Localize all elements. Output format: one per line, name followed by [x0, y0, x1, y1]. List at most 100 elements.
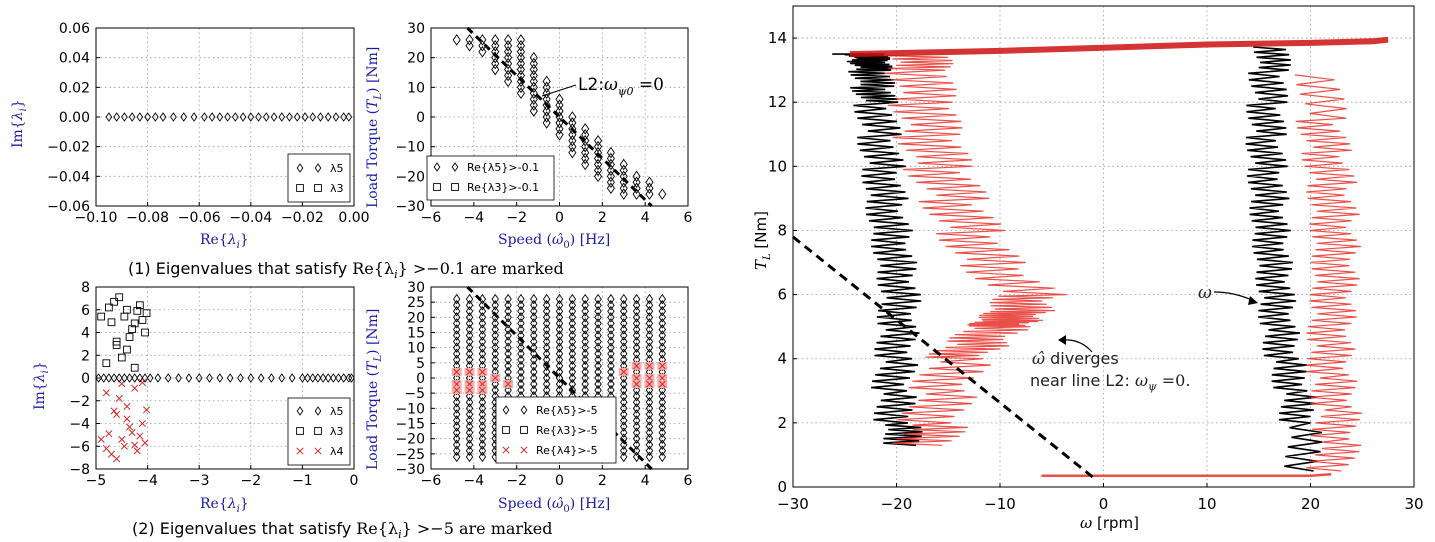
legend-marker-square: [451, 183, 459, 191]
xtick-label: 0: [555, 473, 564, 489]
point-diamond: [478, 415, 487, 426]
point-diamond: [453, 396, 461, 408]
point-diamond: [516, 45, 525, 58]
ytick-label: 6: [777, 286, 787, 304]
point-diamond: [555, 330, 564, 341]
point-diamond: [478, 45, 487, 58]
point-diamond: [658, 293, 666, 305]
point-diamond: [319, 373, 327, 383]
point-diamond: [324, 373, 332, 383]
annotation-omega-text: ω: [1198, 283, 1212, 303]
annotation-diverges: ω̂ diverges near line L2: ωψ =0.: [1030, 335, 1190, 393]
caption-2: (2) Eigenvalues that satisfy Re{λi} >−5 …: [132, 519, 552, 541]
point-diamond: [594, 354, 602, 366]
point-diamond: [340, 373, 348, 383]
point-diamond: [517, 293, 525, 305]
point-x: [115, 394, 123, 403]
point-diamond: [159, 112, 167, 122]
point-x: [131, 441, 139, 449]
point-diamond: [594, 146, 603, 159]
xtick-label: −4: [137, 473, 158, 489]
point-diamond: [136, 373, 144, 383]
point-diamond: [491, 318, 499, 329]
legend-marker-diamond: [314, 163, 322, 173]
point-square: [125, 333, 134, 341]
ytick-label: 14: [768, 29, 787, 47]
annotation-L2: L2:ωψ0 =0: [541, 75, 664, 98]
legend-marker-square: [433, 183, 441, 191]
ytick-label: −0.04: [47, 169, 90, 185]
point-diamond: [607, 312, 615, 323]
point-x: [123, 415, 131, 423]
point-diamond: [453, 390, 461, 402]
legend-p2: Re{λ5}>-0.1 Re{λ3}>-0.1: [426, 155, 555, 201]
point-diamond: [568, 366, 577, 378]
point-diamond: [453, 318, 461, 329]
point-diamond: [542, 348, 551, 360]
point-diamond: [607, 318, 615, 329]
point-diamond: [581, 354, 589, 366]
point-diamond: [478, 312, 487, 323]
point-diamond: [568, 299, 577, 311]
point-diamond: [478, 324, 487, 335]
point-diamond: [340, 112, 348, 122]
point-diamond: [504, 312, 512, 323]
plot-p3: −5 −4 −3 −2 −1 0 −8 −6 −4 −2 0 2 4 6 8 λ5 λ3 λ4 Re{λi} I…: [32, 280, 358, 515]
point-diamond: [478, 439, 487, 451]
legend-p3: λ5 λ3 λ4: [287, 397, 351, 466]
point-diamond: [581, 336, 589, 347]
xtick-label: −5: [86, 473, 107, 489]
point-diamond: [465, 40, 474, 52]
legend-marker-square: [314, 427, 322, 435]
ylabel-p4: Load Torque (TL) [Nm]: [365, 309, 384, 470]
point-diamond: [231, 112, 239, 122]
point-diamond: [555, 342, 564, 353]
trace-2: [884, 55, 1067, 446]
point-diamond: [529, 51, 538, 64]
point-diamond: [491, 324, 499, 335]
xtick-label: −10: [984, 495, 1016, 513]
point-diamond: [632, 409, 641, 420]
legend-marker-square: [296, 184, 304, 192]
point-diamond: [645, 403, 654, 414]
point-diamond: [632, 421, 641, 432]
point-diamond: [555, 360, 564, 372]
point-diamond: [453, 403, 461, 414]
point-diamond: [607, 360, 615, 372]
point-diamond: [632, 293, 641, 305]
point-diamond: [478, 445, 487, 457]
point-diamond: [568, 123, 577, 135]
point-diamond: [530, 378, 538, 390]
ytick-label: 0: [416, 110, 425, 126]
point-diamond: [517, 348, 525, 360]
legend-marker-x: [520, 446, 528, 454]
point-diamond: [568, 318, 577, 329]
legend-label: λ3: [330, 425, 344, 438]
point-diamond: [645, 433, 654, 444]
point-diamond: [620, 415, 628, 426]
point-diamond: [542, 342, 551, 353]
point-diamond: [594, 140, 603, 153]
legend-marker-x: [502, 446, 510, 454]
xtick-label: 2: [598, 210, 607, 226]
point-diamond: [619, 188, 628, 200]
point-diamond: [658, 342, 666, 353]
point-diamond: [620, 312, 628, 323]
line-L2-p5: [792, 235, 1095, 479]
point-diamond: [620, 427, 628, 438]
xtick-label: 4: [641, 473, 650, 489]
point-diamond: [504, 336, 512, 347]
point-diamond: [594, 134, 603, 147]
point-diamond: [516, 75, 525, 88]
point-diamond: [478, 305, 487, 317]
point-diamond: [491, 336, 499, 347]
point-diamond: [216, 373, 224, 383]
point-diamond: [529, 69, 538, 82]
point-diamond: [542, 75, 551, 88]
point-diamond: [491, 57, 500, 70]
point-diamond: [594, 299, 602, 311]
point-diamond: [632, 324, 641, 335]
point-diamond: [504, 63, 513, 76]
point-diamond: [581, 293, 589, 305]
